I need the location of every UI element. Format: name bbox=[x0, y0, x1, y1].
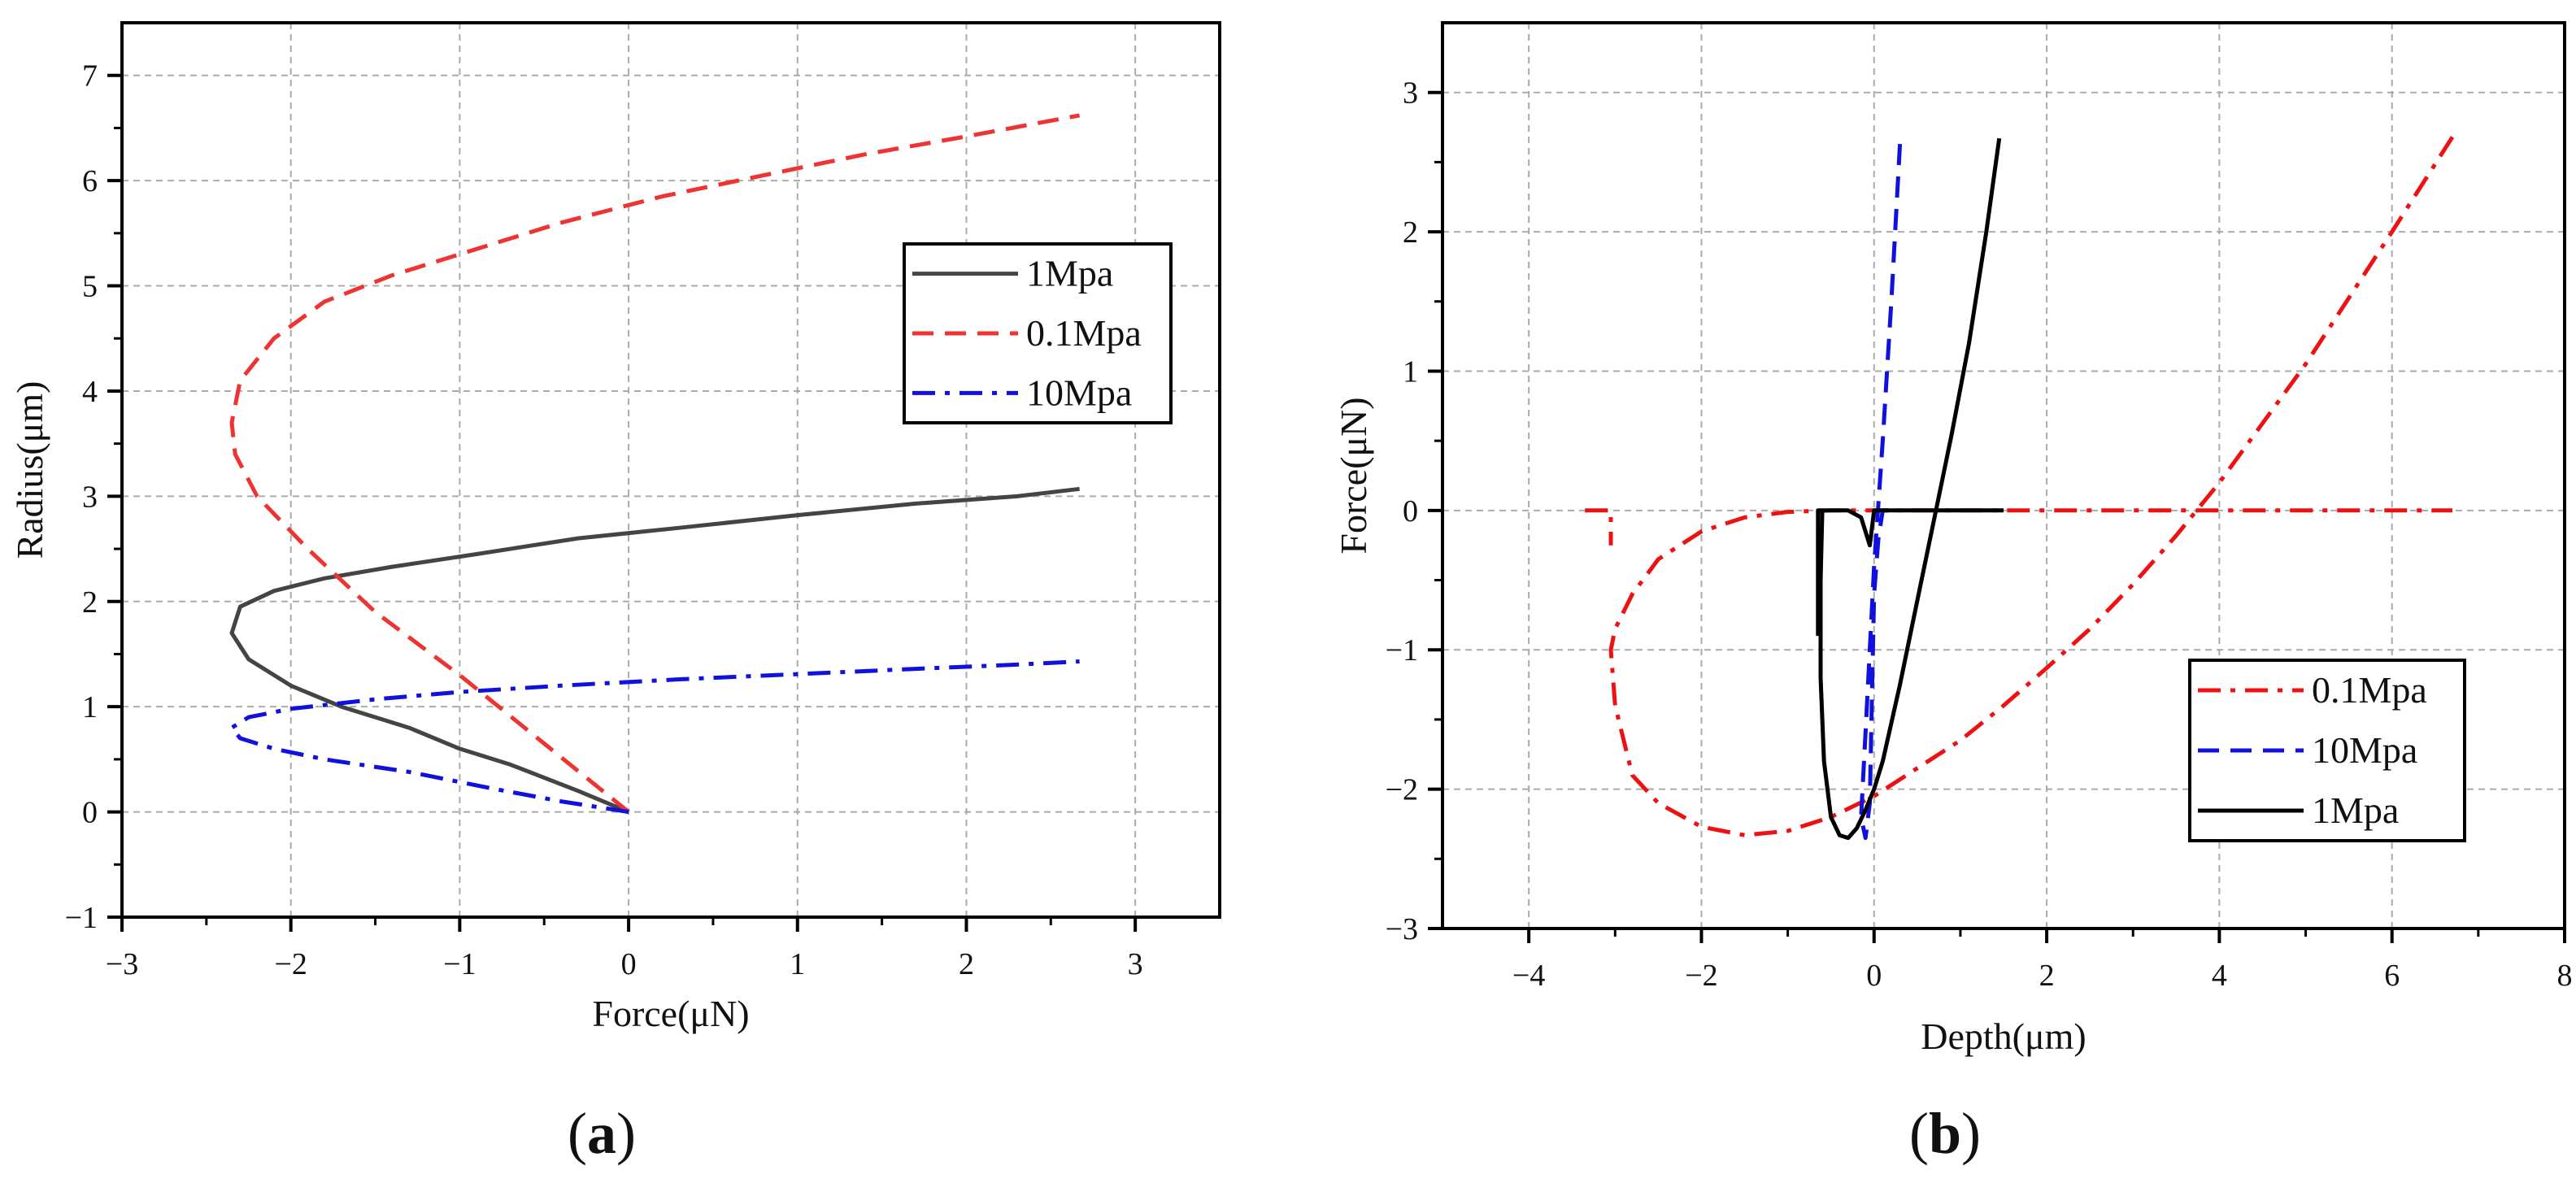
y-tick-label: −1 bbox=[65, 901, 98, 935]
panel-a-label: (a) bbox=[568, 1101, 636, 1166]
panel-b-label-letter: b bbox=[1929, 1101, 1961, 1166]
legend-label: 1Mpa bbox=[1026, 253, 1113, 294]
x-tick-label: 8 bbox=[2557, 959, 2573, 993]
panel-b-series bbox=[1585, 136, 2455, 841]
series-line-0.1Mpa bbox=[1608, 136, 2455, 837]
series-line-1Mpa bbox=[229, 486, 1080, 814]
y-tick-label: 5 bbox=[82, 270, 98, 304]
x-tick-label: −2 bbox=[1685, 959, 1717, 993]
x-tick-label: −4 bbox=[1512, 959, 1545, 993]
series-line-0.1Mpa-start bbox=[1585, 508, 1613, 546]
panel-a-label-letter: a bbox=[587, 1101, 616, 1166]
panel-a-xlabel: Force(μN) bbox=[592, 993, 749, 1034]
x-tick-label: 1 bbox=[790, 947, 805, 981]
y-tick-label: 4 bbox=[82, 375, 98, 409]
y-tick-label: 6 bbox=[82, 164, 98, 198]
panel-a-plot-frame bbox=[120, 21, 1221, 919]
panel-b-plot-frame bbox=[1441, 21, 2566, 930]
legend-label: 10Mpa bbox=[2312, 729, 2417, 771]
panel-b-ylabel: Force(μN) bbox=[1333, 397, 1374, 554]
panel-b-label-open: ( bbox=[1909, 1101, 1929, 1166]
legend-label: 0.1Mpa bbox=[1026, 312, 1142, 354]
x-tick-label: 0 bbox=[621, 947, 637, 981]
x-tick-label: 6 bbox=[2384, 959, 2400, 993]
y-tick-label: 0 bbox=[82, 796, 98, 830]
x-tick-label: −3 bbox=[106, 947, 138, 981]
panel-a-label-close: ) bbox=[616, 1101, 636, 1166]
legend-label: 0.1Mpa bbox=[2312, 669, 2427, 711]
x-tick-label: −1 bbox=[443, 947, 476, 981]
series-line-0.1Mpa bbox=[229, 113, 1081, 814]
series-line-1Mpa bbox=[1818, 137, 2002, 841]
x-tick-label: −2 bbox=[274, 947, 307, 981]
x-tick-label: 2 bbox=[959, 947, 974, 981]
y-tick-label: −1 bbox=[1386, 633, 1418, 668]
panel-a-label-open: ( bbox=[568, 1101, 587, 1166]
y-tick-label: 7 bbox=[82, 59, 98, 94]
panel-b-ticks: −4 −2 0 2 4 6 8 −3 −2 −1 0 1 2 3 bbox=[1386, 76, 2573, 993]
y-tick-label: 1 bbox=[82, 690, 98, 724]
y-tick-label: 2 bbox=[1403, 215, 1418, 250]
y-tick-label: 2 bbox=[82, 585, 98, 620]
x-tick-label: 2 bbox=[2039, 959, 2055, 993]
series-line-10Mpa bbox=[1859, 143, 1903, 841]
panel-b-label-close: ) bbox=[1961, 1101, 1981, 1166]
panel-b-xlabel: Depth(μm) bbox=[1921, 1016, 2086, 1057]
series-line-10Mpa bbox=[229, 659, 1080, 815]
x-tick-label: 4 bbox=[2212, 959, 2227, 993]
y-tick-label: 0 bbox=[1403, 494, 1418, 528]
legend-label: 1Mpa bbox=[2312, 789, 2399, 831]
y-tick-label: −2 bbox=[1386, 773, 1418, 807]
series-line-1Mpa-upper bbox=[1816, 508, 2004, 637]
x-tick-label: 3 bbox=[1128, 947, 1143, 981]
y-tick-label: 1 bbox=[1403, 354, 1418, 389]
panel-a-ylabel: Radius(μm) bbox=[9, 381, 50, 559]
panel-b-legend: 0.1Mpa 10Mpa 1Mpa bbox=[2188, 659, 2466, 842]
x-tick-label: 0 bbox=[1866, 959, 1882, 993]
panel-b-label: (b) bbox=[1909, 1101, 1981, 1166]
panel-a-legend: 1Mpa 0.1Mpa 10Mpa bbox=[903, 242, 1173, 424]
panel-a-series bbox=[229, 113, 1081, 815]
y-tick-label: 3 bbox=[82, 480, 98, 514]
y-tick-label: 3 bbox=[1403, 76, 1418, 111]
panel-a-grid bbox=[122, 23, 1220, 917]
panel-a: −3 −2 −1 0 1 2 3 −1 0 1 2 3 4 5 6 7 Force(μN) Radius(μm… bbox=[9, 21, 1221, 1166]
panel-a-ticks: −3 −2 −1 0 1 2 3 −1 0 1 2 3 4 5 6 7 bbox=[65, 59, 1143, 981]
legend-label: 10Mpa bbox=[1026, 372, 1132, 413]
y-tick-label: −3 bbox=[1386, 912, 1418, 946]
